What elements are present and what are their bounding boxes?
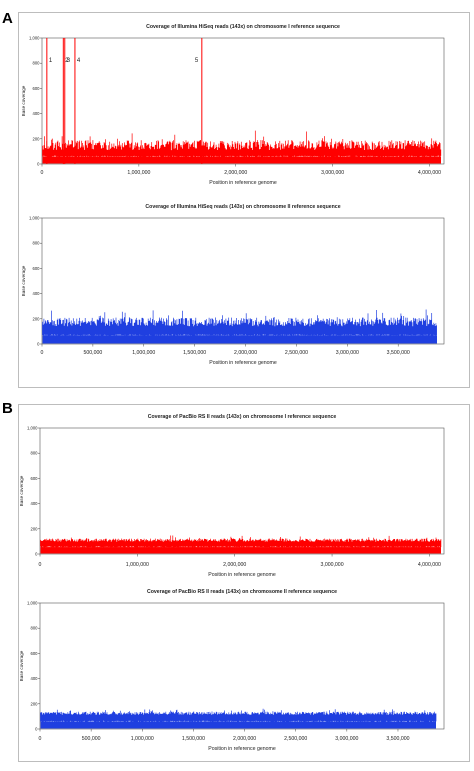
chart-4-ytick-label-4: 800 <box>31 626 39 631</box>
chart-3-ytick-label-5: 1,000 <box>27 426 38 431</box>
chart-3-xtick-label-2: 2,000,000 <box>223 562 246 568</box>
chart-2-xlabel: Position in reference genome <box>209 360 277 366</box>
chart-4-xlabel: Position in reference genome <box>208 746 276 752</box>
chart-4-ylabel: Base coverage <box>19 650 24 681</box>
chart-2-xtick-label-7: 3,500,000 <box>387 350 410 356</box>
chart-1-title: Coverage of Illumina HiSeq reads (143x) … <box>146 24 340 30</box>
chart-1-coverage-trace <box>42 130 442 158</box>
chart-1-peak-label-4: 4 <box>77 58 81 64</box>
chart-3-xtick-label-1: 1,000,000 <box>126 562 149 568</box>
chart-1-peak-label-3: 3 <box>67 58 71 64</box>
chart-1-plot-area <box>41 37 445 165</box>
chart-3-ytick-label-2: 400 <box>31 501 39 506</box>
chart-4-xtick-label-4: 2,000,000 <box>233 736 256 742</box>
chart-2-ytick-label-5: 1,000 <box>29 216 40 221</box>
chart-2-ylabel: Base coverage <box>21 265 26 296</box>
chart-3-xtick-label-4: 4,000,000 <box>418 562 441 568</box>
chart-1-peak-label-1: 1 <box>49 58 53 64</box>
chart-1-xtick-label-1: 1,000,000 <box>127 170 150 176</box>
chart-1-ylabel: Base coverage <box>21 85 26 116</box>
chart-2-xtick-label-2: 1,000,000 <box>132 350 155 356</box>
chart-1-xlabel: Position in reference genome <box>209 180 277 186</box>
chart-1-ytick-label-0: 0 <box>37 162 40 167</box>
chart-1-ytick-label-1: 200 <box>33 136 41 141</box>
chart-2-xtick-label-3: 1,500,000 <box>183 350 206 356</box>
chart-3-coverage-band <box>40 547 441 554</box>
chart-4-coverage-trace <box>40 708 437 723</box>
chart-3-ytick-label-0: 0 <box>35 552 38 557</box>
chart-1-xtick-label-2: 2,000,000 <box>224 170 247 176</box>
chart-2-ytick-label-3: 600 <box>33 266 41 271</box>
chart-4-title: Coverage of PacBio RS II reads (143x) on… <box>147 589 337 595</box>
chart-1-ytick-label-4: 800 <box>33 61 41 66</box>
chart-2-xtick-label-5: 2,500,000 <box>285 350 308 356</box>
chart-3-ytick-label-1: 200 <box>31 526 39 531</box>
chart-2-xtick-label-0: 0 <box>41 350 44 356</box>
chart-3-ytick-label-4: 800 <box>31 451 39 456</box>
chart-2-ytick-label-0: 0 <box>37 342 40 347</box>
chart-1-xtick-label-4: 4,000,000 <box>418 170 441 176</box>
panel-label-b: B <box>2 400 13 417</box>
chart-4-xtick-label-2: 1,000,000 <box>131 736 154 742</box>
chart-2-xtick-label-6: 3,000,000 <box>336 350 359 356</box>
chart-2-ytick-label-2: 400 <box>33 291 41 296</box>
chart-4-xtick-label-7: 3,500,000 <box>386 736 409 742</box>
chart-3-ylabel: Base coverage <box>19 475 24 506</box>
chart-3-xtick-label-0: 0 <box>39 562 42 568</box>
chart-4-xtick-label-3: 1,500,000 <box>182 736 205 742</box>
chart-4-ytick-label-1: 200 <box>31 701 39 706</box>
chart-1-coverage-band <box>42 156 441 164</box>
chart-4-plot-area <box>39 602 445 730</box>
chart-2-title: Coverage of Illumina HiSeq reads (143x) … <box>145 204 340 210</box>
chart-2-xtick-label-1: 500,000 <box>84 350 103 356</box>
chart-4-xtick-label-1: 500,000 <box>82 736 101 742</box>
chart-1-peak-label-5: 5 <box>195 58 199 64</box>
chart-4-ytick-label-5: 1,000 <box>27 601 38 606</box>
chart-4-ytick-label-0: 0 <box>35 727 38 732</box>
panel-label-a: A <box>2 10 13 27</box>
chart-1-peak-label-2: 2 <box>65 58 69 64</box>
chart-2-ytick-label-1: 200 <box>33 316 41 321</box>
chart-4-ytick-label-2: 400 <box>31 676 39 681</box>
chart-3-xtick-label-3: 3,000,000 <box>321 562 344 568</box>
chart-4-ytick-label-3: 600 <box>31 651 39 656</box>
chart-4-coverage-band <box>40 721 436 729</box>
chart-1-ytick-label-2: 400 <box>33 111 41 116</box>
chart-3-title: Coverage of PacBio RS II reads (143x) on… <box>148 414 337 420</box>
chart-1-xtick-label-3: 3,000,000 <box>321 170 344 176</box>
chart-4-xtick-label-6: 3,000,000 <box>335 736 358 742</box>
chart-4-xtick-label-0: 0 <box>39 736 42 742</box>
chart-3-coverage-trace <box>40 535 442 548</box>
chart-2-coverage-band <box>42 335 437 344</box>
chart-3-plot-area <box>39 427 445 555</box>
chart-4-xtick-label-5: 2,500,000 <box>284 736 307 742</box>
chart-3-ytick-label-3: 600 <box>31 476 39 481</box>
chart-2-coverage-trace <box>42 309 437 336</box>
chart-1-ytick-label-3: 600 <box>33 86 41 91</box>
chart-2-xtick-label-4: 2,000,000 <box>234 350 257 356</box>
chart-1-ytick-label-5: 1,000 <box>29 36 40 41</box>
chart-3-xlabel: Position in reference genome <box>208 572 276 578</box>
chart-1-xtick-label-0: 0 <box>41 170 44 176</box>
chart-2-ytick-label-4: 800 <box>33 241 41 246</box>
